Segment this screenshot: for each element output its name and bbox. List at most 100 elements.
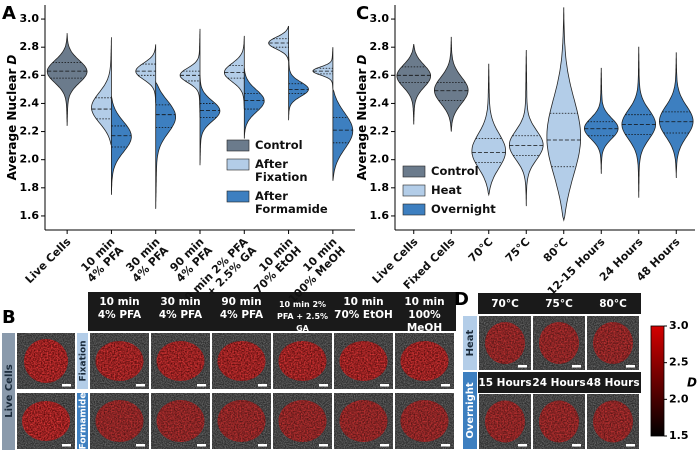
column-header: 90 min 4% PFA [219,296,264,321]
y-tick-label: 2.2 [20,125,40,138]
scale-bar [319,384,328,387]
violin-body [396,44,431,125]
scale-bar [626,365,635,368]
y-tick-label: 3.0 [370,12,390,25]
nucleus-texture [339,341,388,381]
column-header: 10 min 70% EtOH [334,296,393,321]
scale-bar [62,444,71,447]
row-label: Heat [465,329,476,356]
nucleus-texture [217,341,266,381]
y-tick-label: 2.8 [20,40,40,53]
y-tick-label: 3.0 [20,12,40,25]
scale-bar [518,444,527,447]
y-tick-label: 1.6 [370,209,390,222]
column-header: 80°C [599,298,627,310]
scale-bar [572,365,581,368]
row-label-strip [463,372,477,449]
column-header: 48 Hours [586,377,639,389]
violin-body [46,33,88,126]
nucleus-texture [22,401,70,441]
y-tick-label: 2.6 [370,68,390,81]
column-header: 70°C [491,298,519,310]
violin-body [546,7,581,222]
scale-bar [197,384,206,387]
violin-body [288,51,309,121]
legend-swatch [402,184,426,197]
legend-swatch [402,203,426,216]
scale-bar [258,444,267,447]
row-label: Formamide [79,393,89,450]
legend-swatch [226,190,250,203]
row-label-strip [463,316,477,370]
nucleus-texture [278,400,327,442]
column-header: 10 min 2% PFA + 2.5% GA [276,300,329,333]
legend-label: After Fixation [255,157,308,184]
column-header: 75°C [545,298,573,310]
scale-bar [62,384,71,387]
violin-body [268,25,289,62]
legend-label: Control [255,138,303,152]
violin-body [111,96,132,195]
column-header: 24 Hours [532,377,585,389]
y-axis-label-text: Average Nuclear [355,69,369,181]
scale-bar [380,384,389,387]
panel-letter: C [356,3,369,24]
scale-bar [441,384,450,387]
scale-bar [518,365,527,368]
panel-letter: A [2,3,16,24]
y-tick-label: 2.4 [20,96,40,109]
nucleus-texture [593,400,633,443]
y-tick-label: 2.0 [20,153,40,166]
row-label: Fixation [79,340,89,381]
nucleus-texture [156,400,205,442]
violin-body [583,67,619,174]
scale-bar [441,444,450,447]
y-axis-label: Average Nuclear D [355,55,369,181]
nucleus-texture [24,339,68,383]
nucleus-texture [278,341,327,381]
legend-label: Heat [431,183,462,197]
column-header: 10 min 4% PFA [97,296,142,321]
y-axis-label: Average Nuclear D [5,55,19,181]
y-tick-label: 1.8 [20,181,40,194]
scale-bar [197,444,206,447]
colorbar [650,325,665,437]
violin-body [199,75,221,166]
y-tick-label: 2.0 [370,153,390,166]
nucleus-texture [400,400,449,442]
nucleus-texture [485,322,525,364]
colorbar-tick-label: 3.0 [669,319,689,332]
y-axis-label-var: D [355,55,369,65]
scale-bar [258,384,267,387]
colorbar-label: D [687,376,697,390]
y-axis-label-text: Average Nuclear [5,69,19,181]
y-tick-label: 1.6 [20,209,40,222]
y-axis-label-var: D [5,55,19,65]
legend-swatch [226,139,250,152]
row-label: Overnight [465,382,476,439]
nucleus-texture [400,341,449,381]
header-strip [88,292,456,331]
violin-body [91,37,112,146]
violin-body [243,68,265,139]
nucleus-texture [539,400,579,443]
nucleus-texture [95,341,144,381]
y-tick-label: 2.8 [370,40,390,53]
violin-body [434,36,469,132]
row-label-strip [2,333,15,450]
colorbar-tick-label: 2.5 [669,356,689,369]
violin-body [179,28,201,118]
legend-swatch [402,165,426,178]
y-tick-label: 2.2 [370,125,390,138]
scale-bar [319,444,328,447]
panel-letter: D [454,289,469,310]
nucleus-texture [217,400,266,442]
header-strip [478,372,641,393]
column-header: 10 min 100% MeOH [404,296,445,334]
nucleus-texture [485,400,525,443]
scale-bar [626,444,635,447]
panel-letter: B [2,307,16,328]
violin-body [135,44,157,104]
